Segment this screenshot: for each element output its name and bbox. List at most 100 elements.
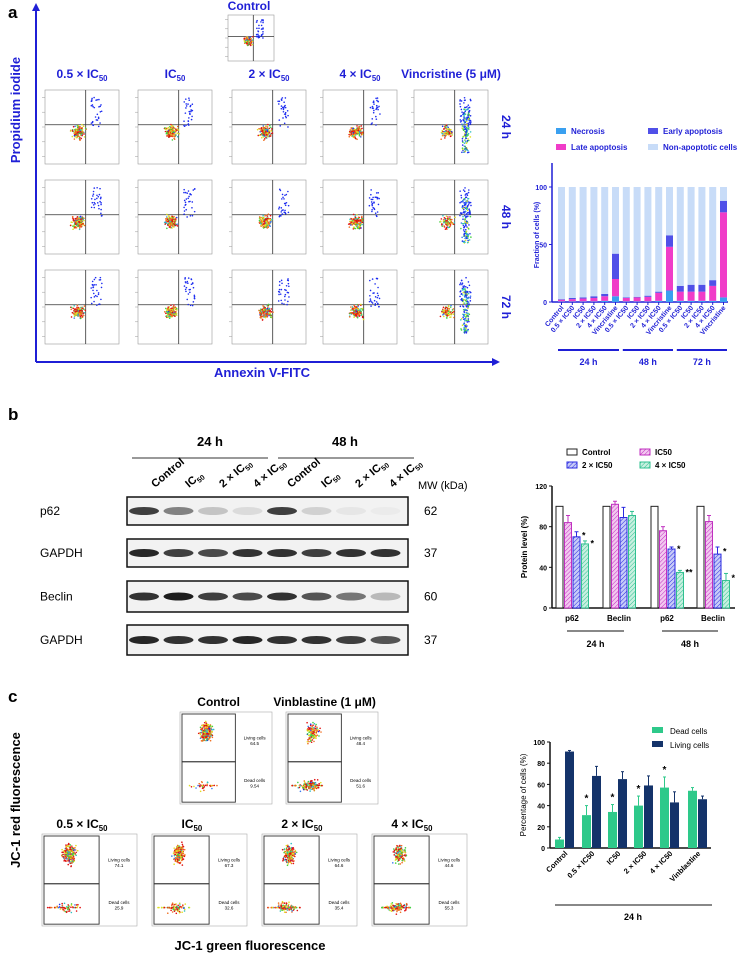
event-dot: [175, 307, 178, 310]
bar-early-apoptosis: [590, 296, 598, 298]
event-dot: [275, 906, 277, 909]
column-header-subscript: 50: [99, 74, 108, 83]
event-dot: [267, 223, 270, 225]
event-dot: [461, 148, 464, 151]
event-dot: [270, 130, 272, 132]
event-dot: [361, 223, 363, 226]
event-dot: [462, 305, 465, 308]
event-dot: [191, 103, 194, 106]
event-dot: [175, 912, 178, 915]
event-dot: [356, 316, 359, 319]
event-dot: [94, 116, 97, 118]
event-dot: [186, 192, 189, 194]
event-dot: [371, 118, 374, 120]
event-dot: [447, 310, 450, 313]
event-dot: [99, 200, 101, 203]
event-dot: [190, 785, 193, 788]
event-dot: [460, 227, 462, 230]
event-dot: [371, 122, 373, 124]
event-dot: [467, 203, 470, 206]
event-dot: [371, 198, 374, 201]
event-dot: [99, 187, 101, 190]
dead-gate: [287, 761, 342, 803]
event-dot: [314, 787, 317, 789]
event-dot: [93, 201, 96, 204]
event-dot: [318, 735, 320, 737]
event-dot: [373, 109, 375, 112]
event-dot: [465, 137, 467, 139]
event-dot: [355, 308, 358, 311]
event-dot: [182, 852, 185, 855]
bar: [696, 505, 705, 609]
event-dot: [444, 311, 447, 314]
event-dot: [467, 292, 470, 295]
event-dot: [316, 779, 319, 781]
event-dot: [282, 196, 284, 199]
event-dot: [183, 101, 186, 103]
event-dot: [358, 313, 360, 316]
event-dot: [53, 906, 56, 909]
event-dot: [450, 132, 453, 135]
event-dot: [463, 328, 465, 331]
event-dot: [463, 235, 466, 237]
event-dot: [357, 304, 360, 306]
event-dot: [201, 731, 204, 734]
event-dot: [95, 119, 98, 121]
bar-early-apoptosis: [709, 280, 717, 286]
event-dot: [258, 24, 260, 27]
event-dot: [173, 127, 176, 130]
event-dot: [183, 855, 186, 858]
event-dot: [169, 226, 171, 228]
event-dot: [449, 224, 452, 226]
event-dot: [165, 218, 167, 220]
event-dot: [83, 136, 86, 138]
event-dot: [467, 319, 470, 322]
event-dot: [359, 224, 362, 227]
blot-gapdh: GAPDH 37: [40, 624, 438, 656]
bar: [611, 503, 619, 609]
event-dot: [289, 848, 292, 850]
event-dot: [176, 132, 179, 134]
event-dot: [469, 201, 472, 204]
event-dot: [186, 298, 189, 301]
event-dot: [357, 129, 360, 132]
event-dot: [353, 316, 355, 318]
event-dot: [187, 293, 190, 295]
event-dot: [189, 200, 191, 203]
bar: [705, 521, 713, 609]
event-dot: [464, 216, 467, 218]
event-dot: [176, 129, 178, 132]
event-dot: [295, 851, 298, 854]
event-dot: [464, 140, 467, 143]
event-dot: [83, 311, 86, 314]
event-dot: [278, 206, 281, 209]
event-dot: [315, 723, 317, 726]
protein-band: [301, 636, 332, 644]
event-dot: [467, 138, 469, 140]
event-dot: [193, 210, 196, 213]
event-dot: [287, 211, 290, 214]
bar: [722, 580, 730, 609]
event-dot: [64, 907, 67, 910]
event-dot: [249, 41, 252, 44]
event-dot: [179, 904, 181, 906]
event-dot: [281, 198, 283, 200]
event-dot: [187, 282, 189, 284]
event-dot: [290, 908, 292, 910]
event-dot: [206, 737, 209, 740]
bar-non-apoptotic-cells: [568, 187, 576, 298]
group-label: 24 h: [579, 357, 597, 367]
event-dot: [280, 207, 283, 209]
event-dot: [66, 908, 69, 911]
event-dot: [101, 214, 103, 217]
event-dot: [462, 207, 465, 210]
event-dot: [283, 101, 285, 104]
event-dot: [206, 781, 209, 784]
event-dot: [71, 130, 74, 132]
event-dot: [369, 294, 371, 297]
event-dot: [294, 784, 296, 787]
event-dot: [176, 852, 178, 855]
event-dot: [185, 281, 187, 284]
event-dot: [281, 97, 284, 99]
